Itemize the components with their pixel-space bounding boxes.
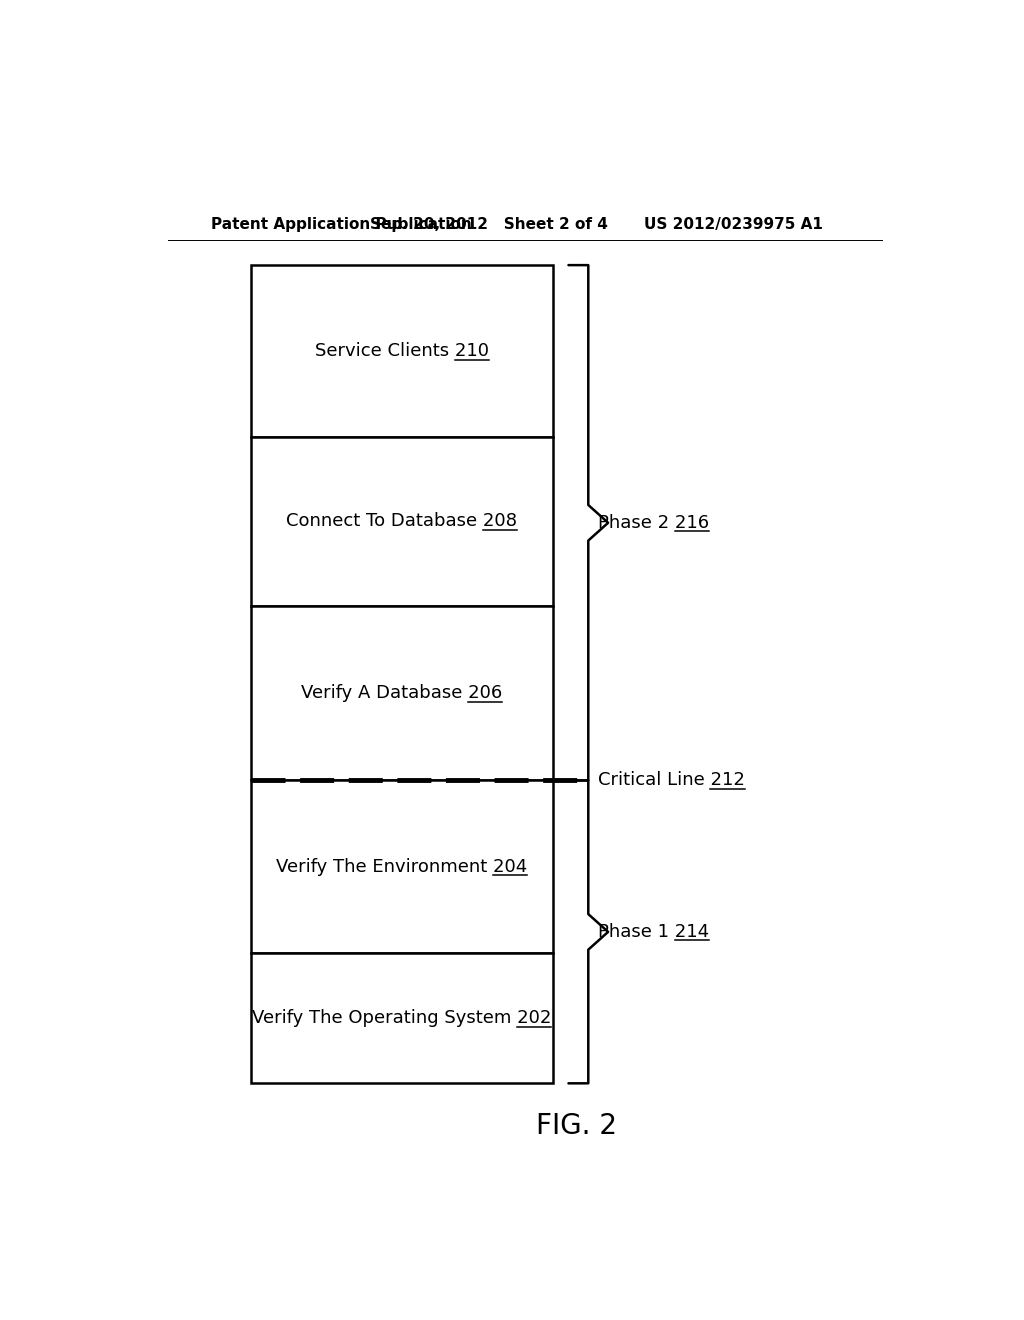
Text: Connect To Database 208: Connect To Database 208 bbox=[287, 512, 517, 531]
Text: Phase 2 216: Phase 2 216 bbox=[598, 513, 709, 532]
Text: Service Clients 210: Service Clients 210 bbox=[314, 342, 488, 360]
Text: Verify A Database 206: Verify A Database 206 bbox=[301, 684, 503, 702]
Text: Verify The Operating System 202: Verify The Operating System 202 bbox=[252, 1010, 552, 1027]
Text: Phase 1 214: Phase 1 214 bbox=[598, 923, 709, 941]
Text: US 2012/0239975 A1: US 2012/0239975 A1 bbox=[643, 216, 822, 232]
Bar bbox=[251, 437, 553, 606]
Bar bbox=[251, 953, 553, 1084]
Bar bbox=[251, 780, 553, 953]
Bar bbox=[251, 265, 553, 437]
Text: FIG. 2: FIG. 2 bbox=[536, 1111, 616, 1140]
Text: Sep. 20, 2012   Sheet 2 of 4: Sep. 20, 2012 Sheet 2 of 4 bbox=[370, 216, 608, 232]
Bar bbox=[251, 606, 553, 780]
Text: Critical Line 212: Critical Line 212 bbox=[598, 771, 744, 789]
Text: Patent Application Publication: Patent Application Publication bbox=[211, 216, 472, 232]
Text: Verify The Environment 204: Verify The Environment 204 bbox=[276, 858, 527, 876]
